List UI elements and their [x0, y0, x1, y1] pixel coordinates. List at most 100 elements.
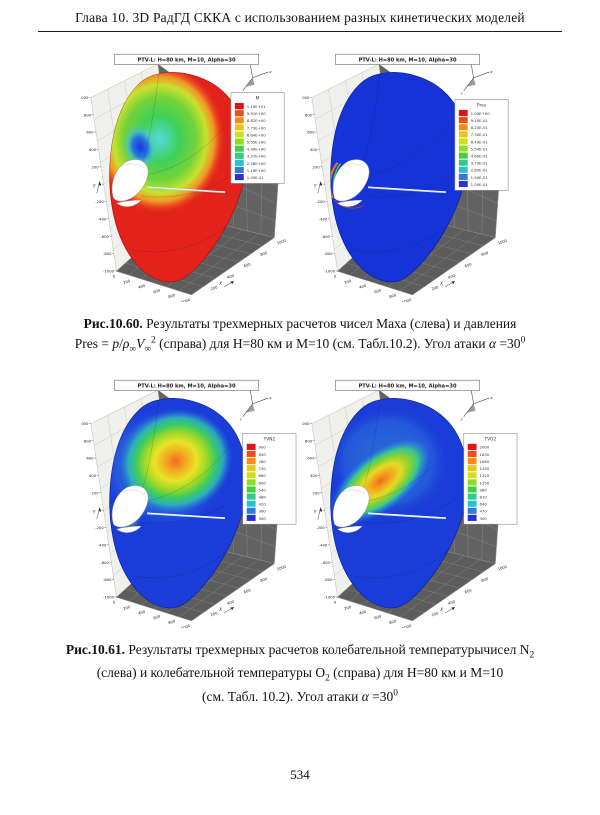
- svg-text:3.37E+00: 3.37E+00: [247, 154, 267, 159]
- svg-text:400: 400: [448, 274, 457, 280]
- svg-text:200: 200: [123, 604, 132, 610]
- svg-text:-600: -600: [100, 235, 109, 239]
- svg-text:M: M: [256, 96, 260, 102]
- svg-text:400: 400: [448, 599, 457, 605]
- svg-text:TVN2: TVN2: [263, 436, 276, 442]
- svg-text:1.00E+00: 1.00E+00: [471, 111, 491, 116]
- svg-text:800: 800: [389, 293, 398, 299]
- svg-text:1320: 1320: [480, 473, 490, 478]
- svg-text:480: 480: [259, 494, 267, 499]
- svg-text:9.10E-01: 9.10E-01: [471, 118, 489, 123]
- figure-10-60-row: 1000 800 600 400 200 0 -200 -400 -600 -800 -1000 Y 0…: [0, 52, 600, 302]
- svg-text:600: 600: [86, 456, 94, 460]
- svg-text:5.55E+00: 5.55E+00: [247, 139, 267, 144]
- svg-text:400: 400: [227, 274, 236, 280]
- svg-text:200: 200: [431, 611, 440, 617]
- plot-3d-tvo2: 1000 800 600 400 2000 -200 -400 -600 -800 -1000 Y 0…: [302, 379, 518, 628]
- svg-text:600: 600: [307, 131, 315, 135]
- svg-text:1660: 1660: [480, 459, 490, 464]
- svg-text:1000: 1000: [181, 623, 192, 627]
- svg-text:Y: Y: [314, 183, 317, 188]
- svg-text:x: x: [489, 396, 493, 400]
- svg-text:-200: -200: [316, 526, 325, 530]
- svg-text:800: 800: [481, 576, 490, 582]
- header-rule: [38, 31, 562, 32]
- svg-text:600: 600: [259, 480, 267, 485]
- svg-text:X: X: [439, 281, 443, 286]
- svg-text:2.28E+00: 2.28E+00: [247, 161, 267, 166]
- svg-text:400: 400: [138, 284, 147, 290]
- svg-text:1000: 1000: [402, 298, 413, 302]
- svg-text:-400: -400: [98, 217, 107, 221]
- svg-text:810: 810: [480, 494, 488, 499]
- svg-text:1150: 1150: [480, 480, 490, 485]
- svg-text:1000: 1000: [302, 96, 310, 100]
- svg-text:400: 400: [359, 609, 368, 615]
- svg-text:200: 200: [344, 279, 353, 285]
- svg-text:1000: 1000: [402, 623, 413, 627]
- svg-text:400: 400: [138, 609, 147, 615]
- svg-text:200: 200: [92, 491, 100, 495]
- svg-text:-200: -200: [95, 200, 104, 204]
- svg-text:4.46E+00: 4.46E+00: [247, 147, 267, 152]
- svg-text:800: 800: [305, 439, 313, 443]
- figure-10-61-row: 10008006004002000-200-400-600-800-1000Y0…: [0, 378, 600, 628]
- svg-text:800: 800: [84, 113, 92, 117]
- svg-text:780: 780: [259, 459, 267, 464]
- svg-text:600: 600: [153, 614, 162, 620]
- svg-text:800: 800: [260, 576, 269, 582]
- svg-text:400: 400: [89, 474, 97, 478]
- svg-text:400: 400: [310, 474, 318, 478]
- svg-text:4.60E-01: 4.60E-01: [471, 153, 489, 158]
- svg-text:400: 400: [227, 599, 236, 605]
- svg-text:1000: 1000: [181, 298, 192, 302]
- svg-text:800: 800: [481, 251, 490, 257]
- svg-text:360: 360: [259, 508, 267, 513]
- svg-text:9.91E+00: 9.91E+00: [247, 111, 267, 116]
- svg-text:600: 600: [464, 588, 473, 594]
- svg-text:200: 200: [313, 491, 321, 495]
- svg-text:400: 400: [89, 148, 97, 152]
- svg-text:Y: Y: [314, 509, 317, 514]
- svg-text:200: 200: [92, 165, 100, 169]
- svg-text:TVO2: TVO2: [484, 436, 497, 442]
- svg-text:1.19E+00: 1.19E+00: [247, 168, 267, 173]
- svg-text:1490: 1490: [480, 466, 490, 471]
- svg-text:z: z: [239, 417, 242, 421]
- svg-text:200: 200: [431, 285, 440, 291]
- svg-text:600: 600: [153, 288, 162, 294]
- svg-text:1830: 1830: [480, 451, 490, 456]
- svg-text:300: 300: [259, 515, 267, 520]
- svg-text:1000: 1000: [276, 239, 287, 246]
- svg-text:-800: -800: [103, 252, 112, 256]
- svg-text:600: 600: [86, 131, 94, 135]
- svg-text:7.30E-01: 7.30E-01: [471, 132, 489, 137]
- svg-text:1000: 1000: [497, 239, 508, 246]
- svg-text:-600: -600: [321, 560, 330, 564]
- svg-text:-800: -800: [324, 252, 333, 256]
- svg-text:0: 0: [112, 600, 116, 605]
- svg-text:X: X: [218, 607, 222, 612]
- svg-text:PTV-L: H=80 km, M=10, Alpha=30: PTV-L: H=80 km, M=10, Alpha=30: [359, 58, 457, 64]
- svg-text:800: 800: [168, 619, 177, 625]
- svg-text:0: 0: [333, 274, 337, 279]
- svg-text:1000: 1000: [302, 422, 310, 426]
- svg-text:-400: -400: [98, 543, 107, 547]
- svg-text:x: x: [489, 70, 493, 74]
- svg-text:-400: -400: [319, 217, 328, 221]
- svg-text:600: 600: [243, 588, 252, 594]
- svg-text:-1000: -1000: [103, 270, 114, 274]
- svg-text:PTV-L: H=80 km, M=10, Alpha=30: PTV-L: H=80 km, M=10, Alpha=30: [138, 383, 236, 389]
- svg-text:420: 420: [259, 501, 267, 506]
- svg-text:Y: Y: [93, 183, 96, 188]
- svg-text:600: 600: [374, 614, 383, 620]
- svg-text:1.00E-01: 1.00E-01: [247, 175, 265, 180]
- svg-text:1.10E+01: 1.10E+01: [247, 104, 267, 109]
- svg-text:PTV-L: H=80 km, M=10, Alpha=30: PTV-L: H=80 km, M=10, Alpha=30: [138, 58, 236, 64]
- svg-text:200: 200: [313, 165, 321, 169]
- svg-text:-800: -800: [103, 578, 112, 582]
- svg-text:1000: 1000: [81, 422, 89, 426]
- svg-text:200: 200: [123, 279, 132, 285]
- figure-10-61-caption: Рис.10.61. Результаты трехмерных расчето…: [65, 641, 535, 704]
